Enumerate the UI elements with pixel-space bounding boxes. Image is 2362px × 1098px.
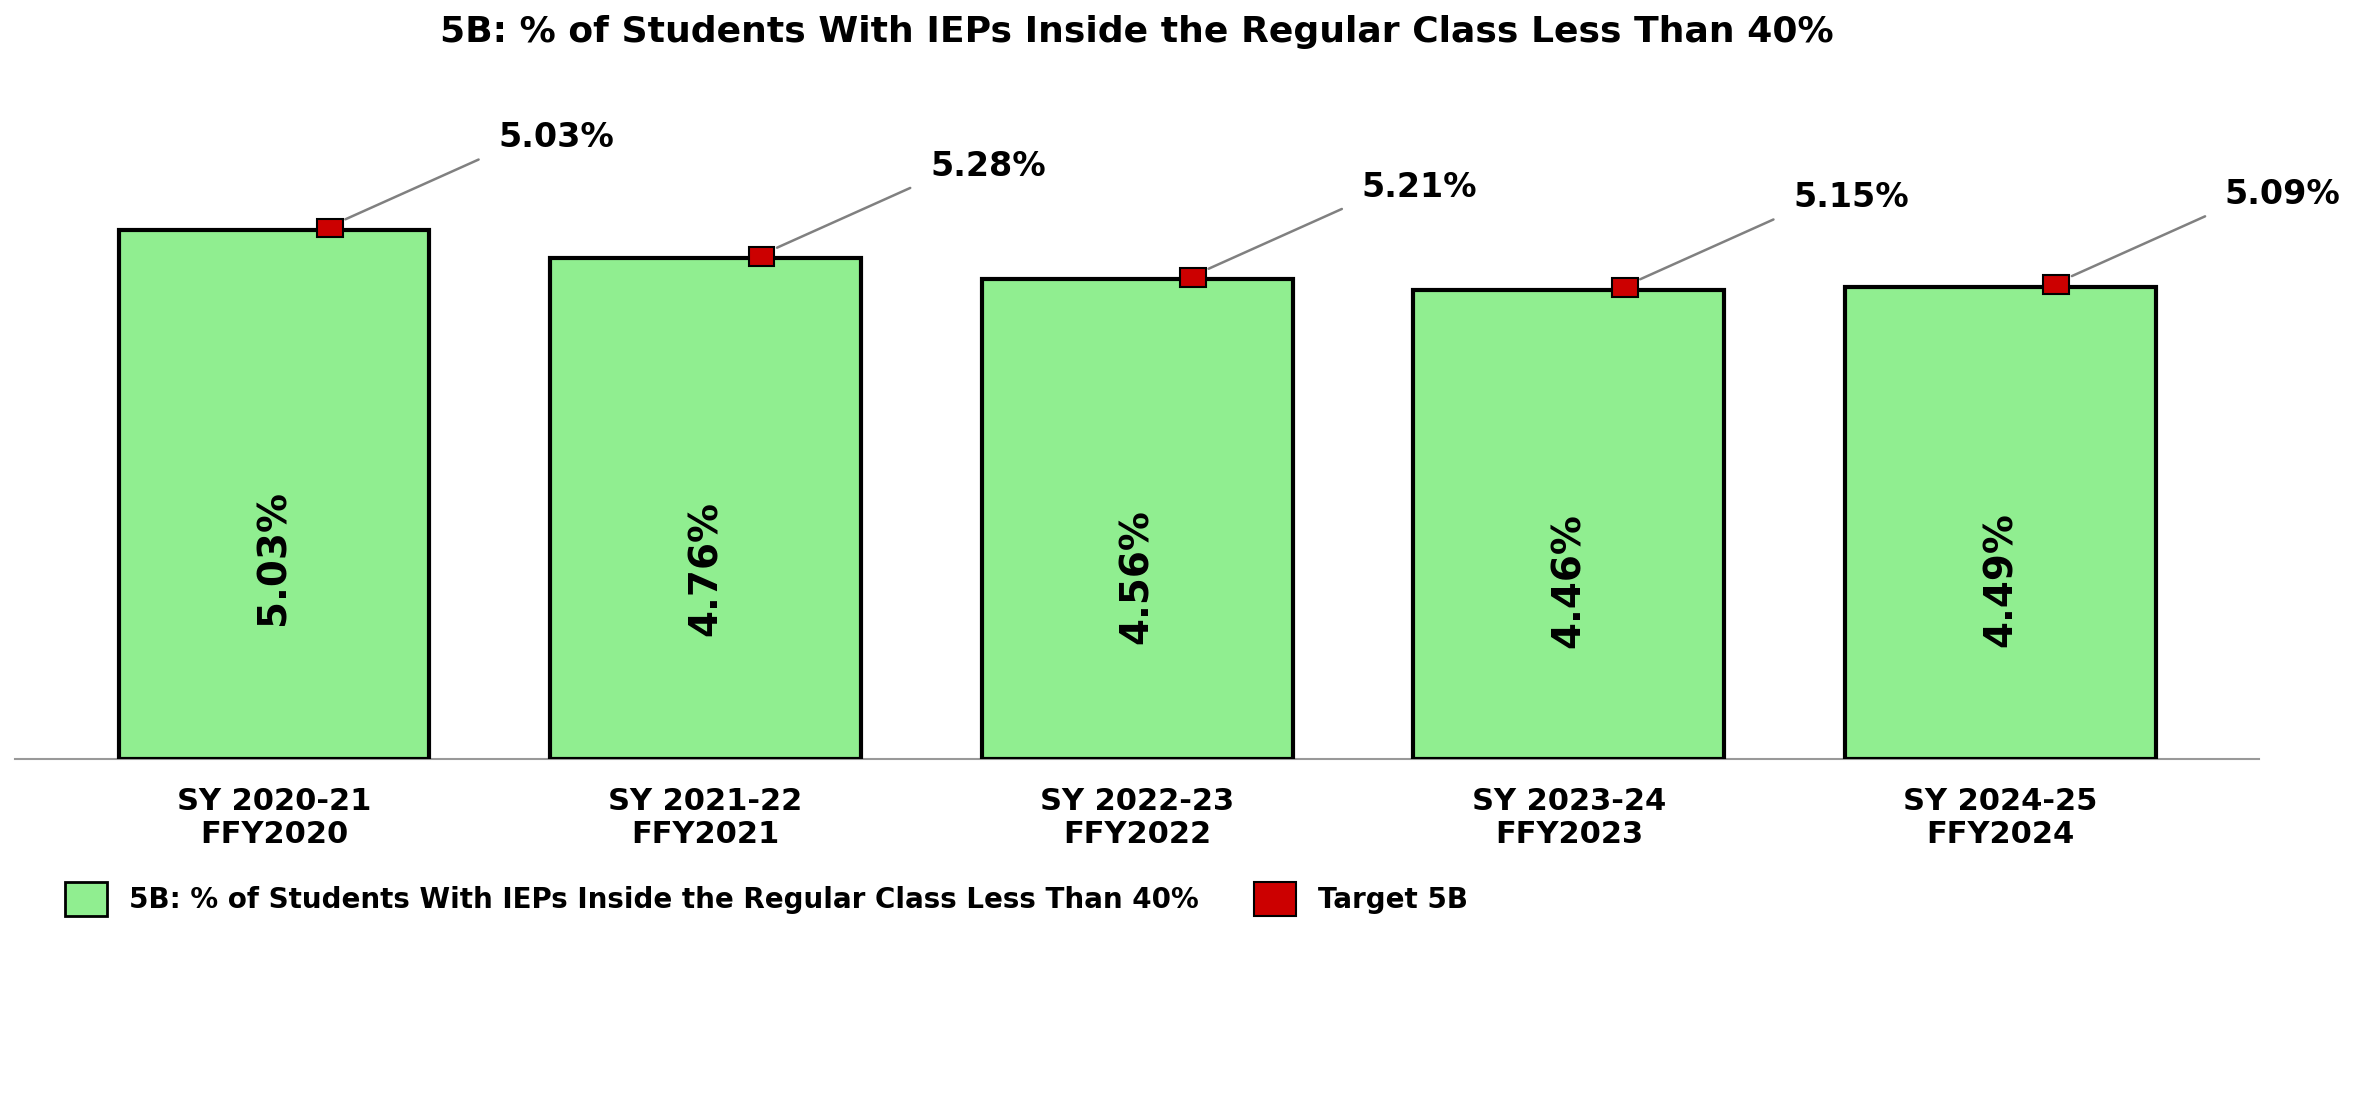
Text: 4.46%: 4.46% bbox=[1549, 513, 1587, 648]
Text: 5.03%: 5.03% bbox=[498, 121, 614, 154]
Text: 4.56%: 4.56% bbox=[1117, 509, 1157, 645]
Bar bbox=[118, 229, 430, 759]
Text: 5.21%: 5.21% bbox=[1361, 170, 1476, 203]
FancyBboxPatch shape bbox=[1181, 268, 1207, 287]
Bar bbox=[550, 258, 862, 759]
Bar bbox=[1412, 290, 1724, 759]
Text: 5.03%: 5.03% bbox=[255, 491, 293, 626]
Text: 4.49%: 4.49% bbox=[1982, 512, 2020, 647]
Legend: 5B: % of Students With IEPs Inside the Regular Class Less Than 40%, Target 5B: 5B: % of Students With IEPs Inside the R… bbox=[52, 867, 1483, 930]
FancyBboxPatch shape bbox=[2043, 276, 2069, 294]
FancyBboxPatch shape bbox=[1611, 279, 1637, 298]
Text: 5.15%: 5.15% bbox=[1793, 181, 1908, 214]
FancyBboxPatch shape bbox=[749, 247, 775, 266]
Bar bbox=[1845, 287, 2157, 759]
Text: 5.09%: 5.09% bbox=[2225, 178, 2341, 211]
Title: 5B: % of Students With IEPs Inside the Regular Class Less Than 40%: 5B: % of Students With IEPs Inside the R… bbox=[439, 15, 1833, 49]
Bar bbox=[983, 279, 1292, 759]
FancyBboxPatch shape bbox=[317, 219, 342, 237]
Text: 5.28%: 5.28% bbox=[931, 149, 1046, 182]
Text: 4.76%: 4.76% bbox=[687, 501, 725, 636]
